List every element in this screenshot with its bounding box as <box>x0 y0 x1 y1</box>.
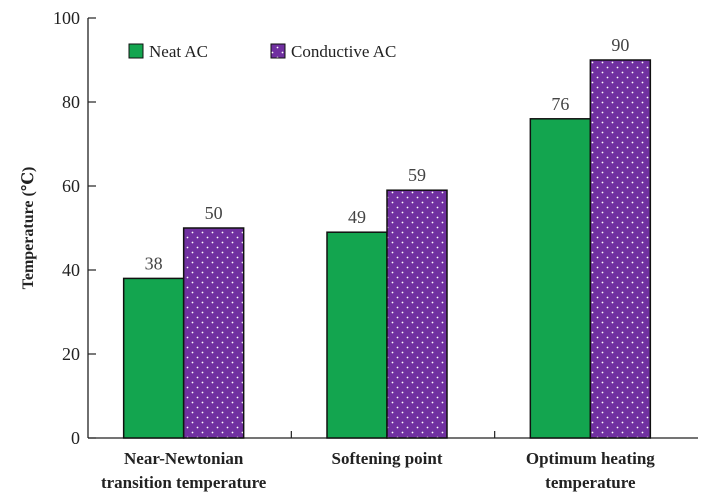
legend-label: Conductive AC <box>291 42 396 61</box>
data-label: 59 <box>408 165 426 185</box>
x-category-label: Softening point <box>332 449 443 468</box>
bars <box>124 60 651 438</box>
y-tick-label: 0 <box>71 428 80 448</box>
x-category-label: Near-Newtonian <box>124 449 244 468</box>
bar-neat-ac-1 <box>327 232 387 438</box>
data-label: 90 <box>611 35 629 55</box>
y-tick-label: 60 <box>62 176 80 196</box>
legend-label: Neat AC <box>149 42 208 61</box>
y-tick-label: 20 <box>62 344 80 364</box>
x-category-label: transition temperature <box>101 473 267 492</box>
data-label: 50 <box>205 203 223 223</box>
bar-conductive-ac-1 <box>387 190 447 438</box>
legend-swatch-conductive-ac <box>271 44 285 58</box>
y-tick-label: 80 <box>62 92 80 112</box>
data-label: 49 <box>348 207 366 227</box>
bar-conductive-ac-0 <box>184 228 244 438</box>
bar-neat-ac-2 <box>530 119 590 438</box>
bar-conductive-ac-2 <box>590 60 650 438</box>
x-category-label: temperature <box>545 473 636 492</box>
legend-swatch-neat-ac <box>129 44 143 58</box>
y-tick-label: 100 <box>53 8 80 28</box>
bar-neat-ac-0 <box>124 278 184 438</box>
y-axis-title: Temperature (℃) <box>20 167 37 290</box>
data-label: 76 <box>551 94 569 114</box>
y-tick-label: 40 <box>62 260 80 280</box>
data-label: 38 <box>145 253 163 273</box>
x-category-label: Optimum heating <box>526 449 655 468</box>
legend: Neat AC Conductive AC <box>129 42 396 61</box>
